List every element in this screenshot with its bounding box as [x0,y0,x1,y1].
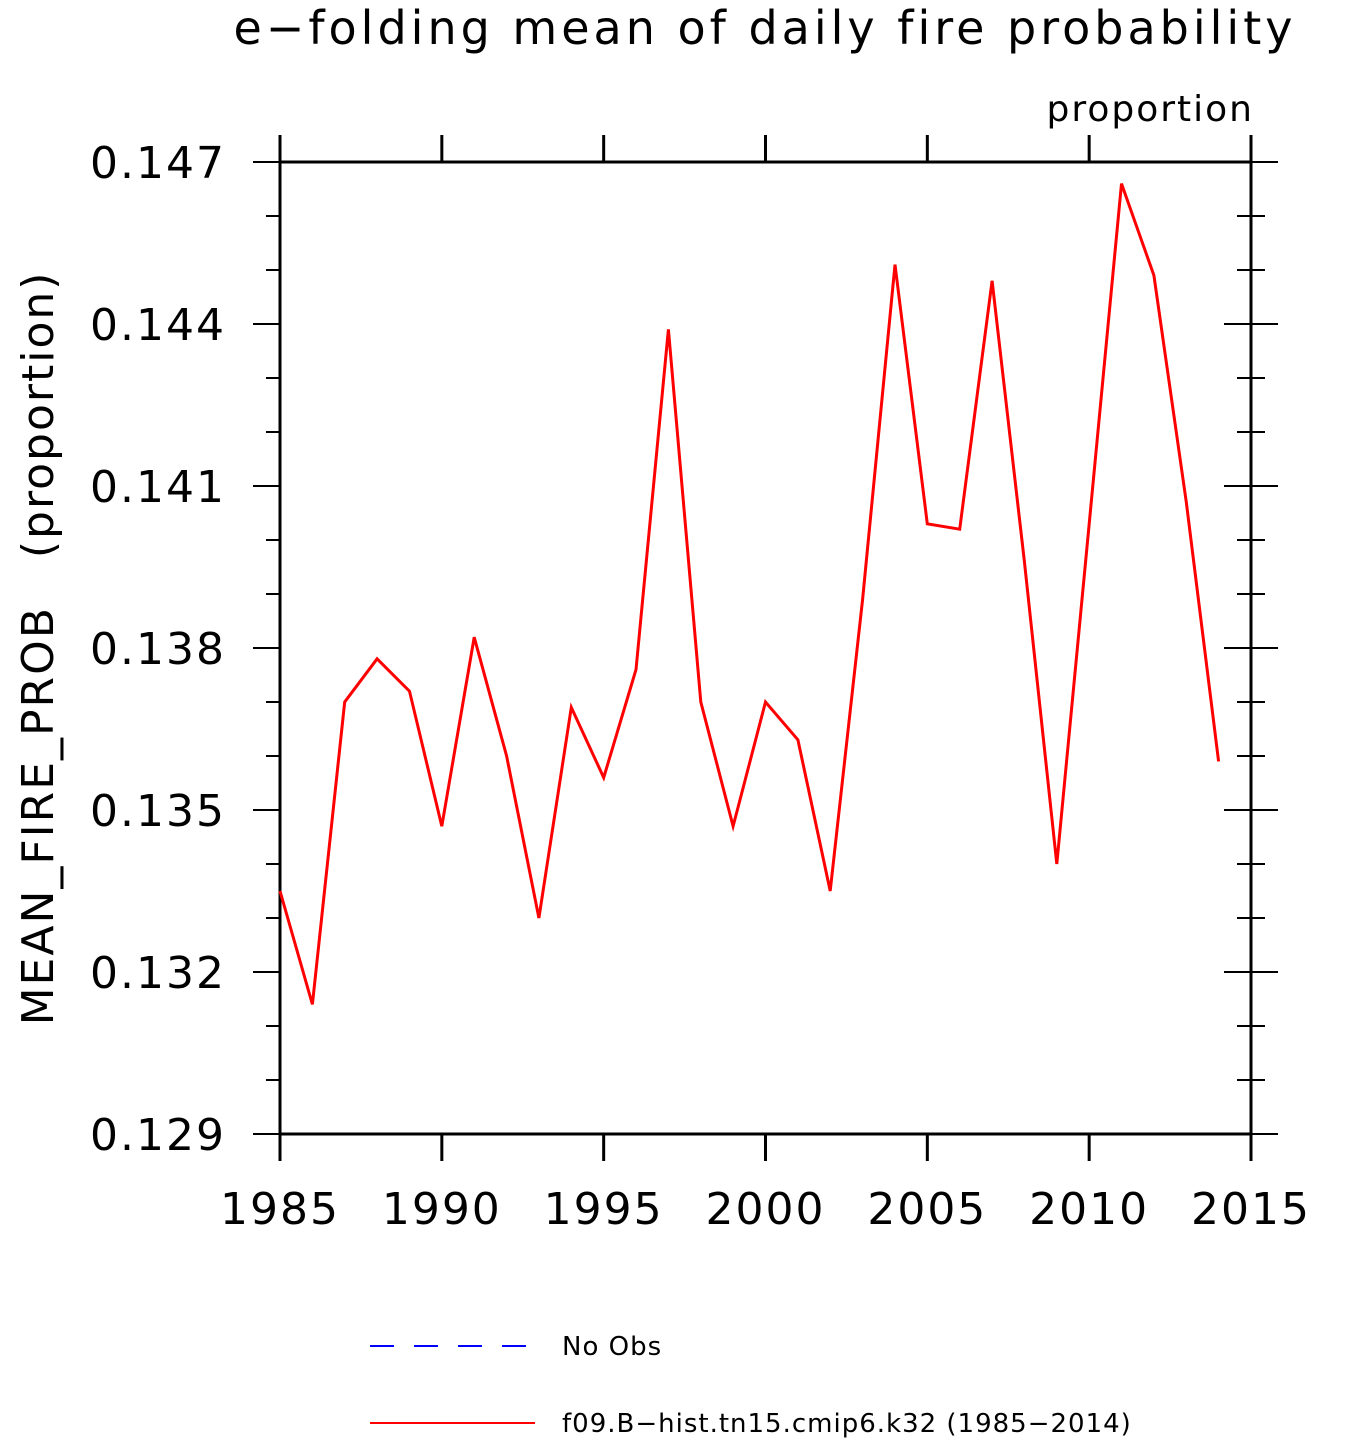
y-tick-label: 0.147 [90,138,226,189]
plot-frame [278,160,1253,1136]
x-tick-label: 2000 [706,1184,826,1235]
x-tick-label: 2010 [1029,1184,1149,1235]
x-tick-label: 1990 [382,1184,502,1235]
x-tick-label: 2015 [1191,1184,1311,1235]
series-line [278,183,1221,1005]
x-tick-label: 1995 [544,1184,664,1235]
y-tick-label: 0.141 [90,462,226,513]
y-tick-label: 0.132 [90,948,226,999]
x-tick-label: 1985 [220,1184,340,1235]
x-tick-label: 2005 [867,1184,987,1235]
units-label: proportion [1046,89,1254,130]
series-layer [278,183,1221,1005]
legend: No Obs f09.B−hist.tn15.cmip6.k32 (1985−2… [370,1332,1132,1439]
y-tick-label: 0.129 [90,1110,226,1161]
y-ticks [253,161,1278,1135]
y-tick-label: 0.138 [90,624,226,675]
legend-label-model: f09.B−hist.tn15.cmip6.k32 (1985−2014) [562,1409,1132,1439]
chart-title: e−folding mean of daily fire probability [234,1,1297,55]
y-tick-label: 0.135 [90,786,226,837]
y-tick-label: 0.144 [90,300,226,351]
y-axis-label: MEAN_FIRE_PROB (proportion) [13,271,64,1026]
legend-label-no-obs: No Obs [562,1332,662,1362]
x-ticks [278,135,1253,1161]
x-tick-labels: 1985 1990 1995 2000 2005 2010 2015 [220,1184,1311,1235]
y-tick-labels: 0.129 0.132 0.135 0.138 0.141 0.144 0.147 [90,138,226,1161]
